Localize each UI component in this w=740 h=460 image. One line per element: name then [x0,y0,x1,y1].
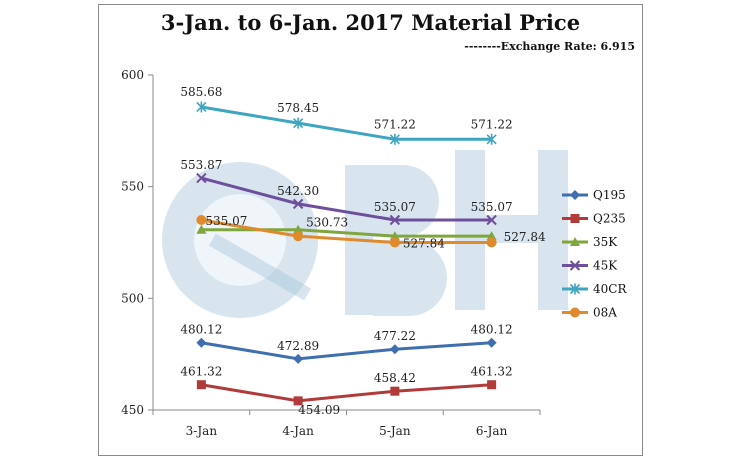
legend-swatch-marker [570,214,580,223]
series-45k: 553.87 542.30 535.07 535.07 [180,158,513,226]
data-label: 527.84 [403,237,445,251]
legend-item-45k: 45K [562,259,618,273]
y-tick-label: 450 [121,403,144,417]
series-line [201,218,492,244]
data-label: 535.07 [471,200,513,214]
series-line [200,176,492,222]
data-label: 480.12 [471,323,513,337]
data-point [389,231,400,241]
x-tick-label: 3-Jan [186,424,218,438]
legend: Q195 Q235 35K 45K 40CR 08A [562,188,627,320]
series-line [201,228,492,238]
data-point [389,344,400,355]
data-label: 454.09 [298,403,340,417]
y-tick-label: 500 [121,291,144,305]
data-point [389,133,400,145]
data-point [293,231,304,242]
data-point [293,224,304,234]
watermark-letter-h-left [455,150,485,310]
data-point [486,133,497,145]
data-label: 480.12 [180,323,222,337]
x-tick-label: 4-Jan [282,424,314,438]
y-axis-ticks: 450 500 550 600 [121,68,153,417]
data-point [486,214,497,226]
data-label: 542.30 [277,184,319,198]
data-point [196,337,207,348]
data-point [487,380,497,390]
chart-title: 3-Jan. to 6-Jan. 2017 Material Price [160,10,581,35]
legend-label: Q195 [593,188,626,202]
data-point [293,396,303,406]
chart-subtitle: --------Exchange Rate: 6.915 [464,40,635,53]
legend-item-08a: 08A [562,306,617,320]
chart-frame [98,4,643,456]
legend-swatch-marker [569,283,581,295]
legend-swatch-marker [570,307,580,318]
series-line [201,105,492,141]
legend-label: 08A [593,306,617,320]
data-point [390,386,400,396]
data-label: 571.22 [374,117,416,131]
watermark-gear-hole [194,194,286,286]
x-tick-label: 6-Jan [476,424,508,438]
legend-label: 45K [593,259,618,273]
series-line [201,341,492,361]
data-point [196,101,207,113]
data-label: 527.84 [504,230,546,244]
watermark-letter-h-right [538,150,568,310]
series-08a: 535.07 527.84 [196,214,497,251]
data-label: 553.87 [180,158,222,172]
data-label: 578.45 [277,101,319,115]
data-label: 571.22 [471,117,513,131]
x-axis-ticks: 3-Jan 4-Jan 5-Jan 6-Jan [152,410,541,438]
data-point [196,172,207,184]
legend-label: Q235 [593,212,626,226]
legend-item-q235: Q235 [562,212,626,226]
legend-item-q195: Q195 [562,188,626,202]
legend-label: 35K [593,235,618,249]
data-label: 477.22 [374,329,416,343]
y-tick-label: 600 [121,68,144,82]
y-tick-label: 550 [121,180,144,194]
data-label: 461.32 [471,365,513,379]
data-label: 535.07 [205,214,247,228]
data-point [292,198,304,210]
series-line [201,383,492,403]
data-label: 461.32 [180,365,222,379]
data-label: 458.42 [374,371,416,385]
data-point [486,337,497,348]
data-point [293,353,304,364]
data-point [486,237,497,248]
data-point [196,215,207,226]
data-label: 535.07 [374,200,416,214]
series-40cr: 585.68 578.45 571.22 571.22 [180,85,513,145]
data-point [486,231,497,241]
legend-item-35k: 35K [562,235,618,249]
data-label: 530.73 [306,216,348,230]
series-35k: 530.73 527.84 [196,216,546,244]
data-point [293,117,304,129]
data-label: 585.68 [180,85,222,99]
data-point [196,224,207,234]
series-group: 480.12 472.89 477.22 480.12 461.32 454.09 458.… [180,85,546,417]
series-q235: 461.32 454.09 458.42 461.32 [180,365,512,417]
data-point [196,380,206,390]
legend-label: 40CR [593,282,627,296]
legend-swatch-marker [569,260,581,271]
data-point [389,214,401,226]
data-label: 472.89 [277,339,319,353]
watermark-wrench [208,233,312,301]
legend-swatch-marker [570,237,580,246]
series-q195: 480.12 472.89 477.22 480.12 [180,323,513,364]
legend-item-40cr: 40CR [562,282,627,296]
legend-swatch-marker [570,190,580,200]
data-point [389,237,400,248]
watermark-letter-b-bowl [373,165,447,316]
x-tick-label: 5-Jan [379,424,411,438]
